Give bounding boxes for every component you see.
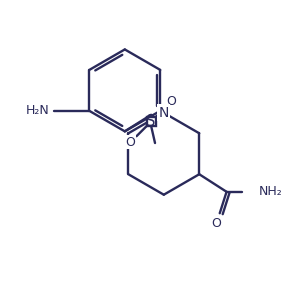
Text: NH₂: NH₂ <box>259 185 283 198</box>
Text: N: N <box>159 106 169 120</box>
Text: O: O <box>167 95 176 108</box>
Text: S: S <box>146 114 156 129</box>
Bar <box>147 117 156 126</box>
Text: H₂N: H₂N <box>26 104 49 117</box>
Text: O: O <box>126 136 136 149</box>
Text: O: O <box>211 217 221 230</box>
